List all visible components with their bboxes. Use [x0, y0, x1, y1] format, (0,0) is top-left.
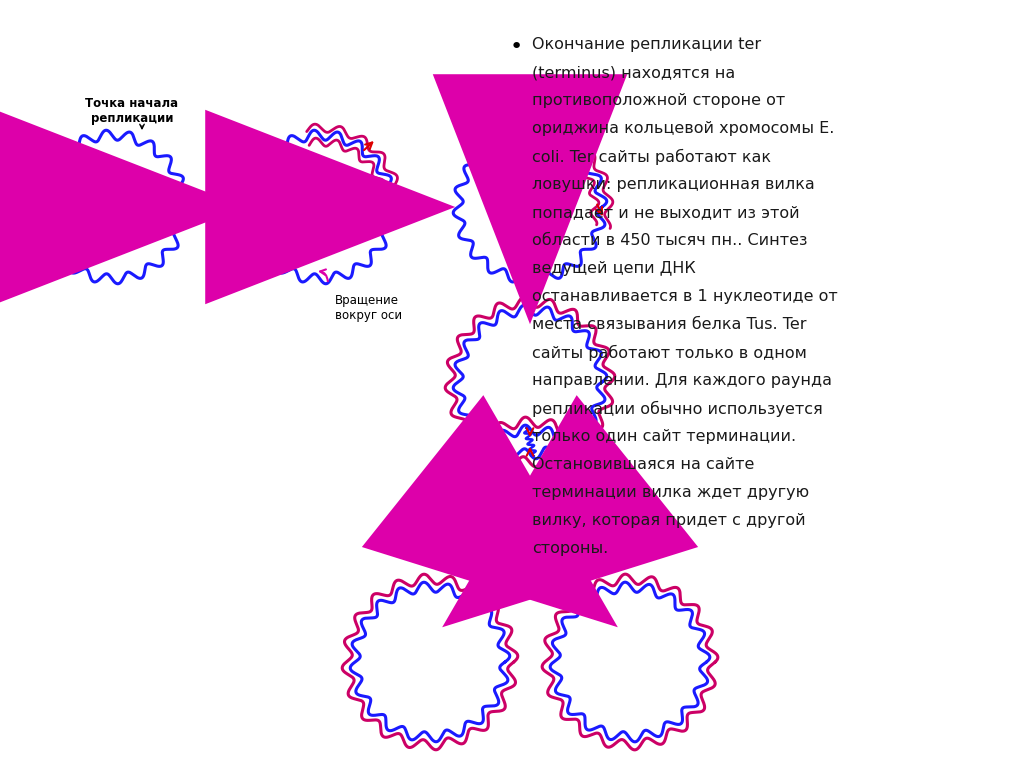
- Text: только один сайт терминации.: только один сайт терминации.: [532, 429, 796, 444]
- Text: •: •: [510, 37, 523, 57]
- Text: ловушки: репликационная вилка: ловушки: репликационная вилка: [532, 177, 815, 192]
- Text: Точка начала
репликации: Точка начала репликации: [85, 97, 178, 125]
- Text: Остановившаяся на сайте: Остановившаяся на сайте: [532, 457, 755, 472]
- Text: Окончание репликации ter: Окончание репликации ter: [532, 37, 761, 52]
- Text: Вращение
вокруг оси: Вращение вокруг оси: [335, 294, 402, 322]
- Text: терминации вилка ждет другую: терминации вилка ждет другую: [532, 485, 809, 500]
- Text: репликации обычно используется: репликации обычно используется: [532, 401, 822, 417]
- Text: вилку, которая придет с другой: вилку, которая придет с другой: [532, 513, 806, 528]
- Text: направлении. Для каждого раунда: направлении. Для каждого раунда: [532, 373, 831, 388]
- Text: сайты работают только в одном: сайты работают только в одном: [532, 345, 807, 361]
- Text: ведущей цепи ДНК: ведущей цепи ДНК: [532, 261, 695, 276]
- Text: стороны.: стороны.: [532, 541, 608, 556]
- Text: области в 450 тысяч пн.. Синтез: области в 450 тысяч пн.. Синтез: [532, 233, 808, 248]
- Text: ориджина кольцевой хромосомы Е.: ориджина кольцевой хромосомы Е.: [532, 121, 835, 136]
- Text: противоположной стороне от: противоположной стороне от: [532, 93, 785, 108]
- Text: останавливается в 1 нуклеотиде от: останавливается в 1 нуклеотиде от: [532, 289, 838, 304]
- Text: (terminus) находятся на: (terminus) находятся на: [532, 65, 735, 80]
- Text: места связывания белка Tus. Ter: места связывания белка Tus. Ter: [532, 317, 807, 332]
- Text: попадает и не выходит из этой: попадает и не выходит из этой: [532, 205, 800, 220]
- Text: coli. Ter сайты работают как: coli. Ter сайты работают как: [532, 149, 771, 165]
